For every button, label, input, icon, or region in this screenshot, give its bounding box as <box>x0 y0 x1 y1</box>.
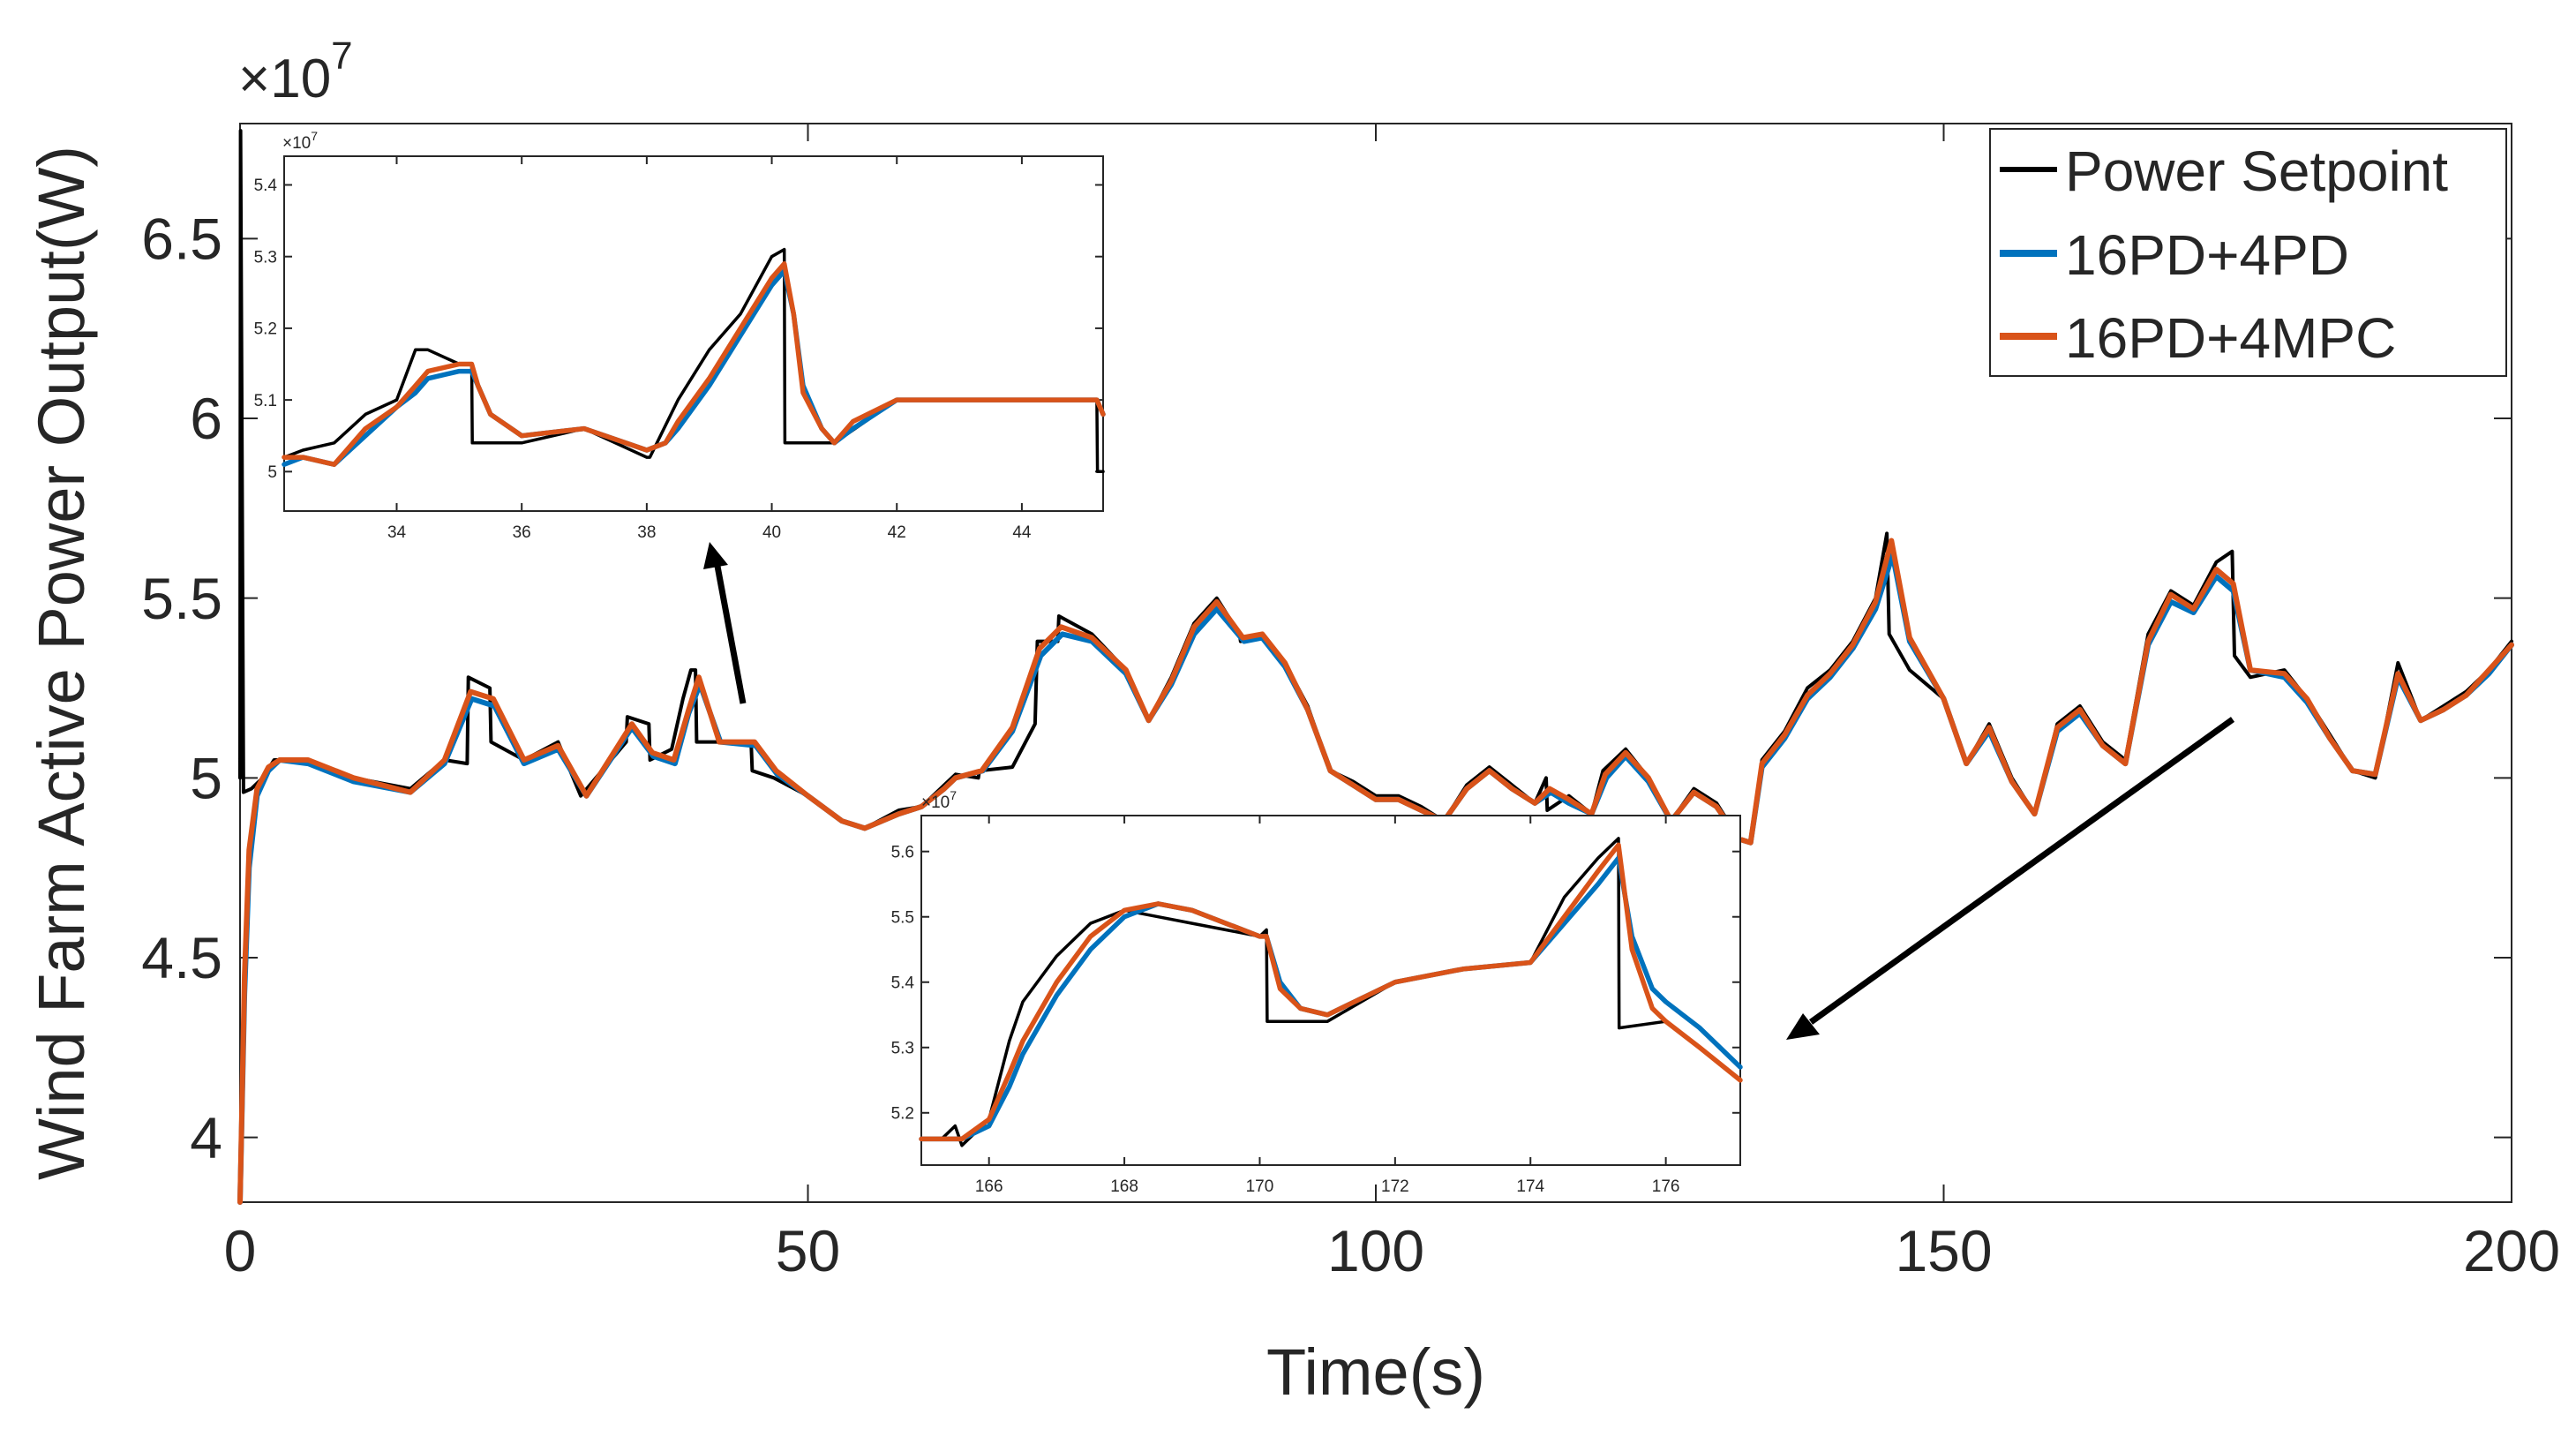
main-y-tick-label: 6.5 <box>141 206 222 271</box>
main-series-power-setpoint <box>238 129 2513 845</box>
arrow-to-inset-1-line <box>713 560 747 704</box>
main-x-tick-label: 150 <box>1895 1218 1992 1283</box>
inset-1-y-tick-label: 5 <box>267 463 277 482</box>
main-y-tick-label: 4.5 <box>141 925 222 990</box>
arrow-to-inset-2-line <box>1808 717 2235 1025</box>
inset-1-y-tick-label: 5.3 <box>254 248 277 267</box>
arrow-to-inset-1-head <box>703 542 728 569</box>
inset-2-x-tick-label: 172 <box>1381 1177 1409 1196</box>
inset-2-y-tick-label: 5.4 <box>891 974 915 992</box>
main-x-tick-label: 200 <box>2463 1218 2560 1283</box>
inset-2-x-tick-label: 170 <box>1246 1177 1274 1196</box>
inset-2-exponent-label: ×107 <box>921 788 957 812</box>
inset-2-axes: 166 168 170 172 174 176 5.2 5.3 5.4 5.5 5.6 ×107 <box>891 788 1743 1196</box>
inset-2-y-ticks: 5.2 5.3 5.4 5.5 5.6 <box>891 843 1740 1123</box>
y-axis-label: Wind Farm Active Power Output(W) <box>25 146 98 1180</box>
inset-1-x-tick-label: 44 <box>1012 523 1032 542</box>
inset-2-x-ticks: 166 168 170 172 174 176 <box>975 816 1680 1196</box>
inset-1-x-tick-label: 34 <box>387 523 407 542</box>
inset-2-x-tick-label: 176 <box>1652 1177 1680 1196</box>
inset-1-y-ticks: 5 5.1 5.2 5.3 5.4 <box>254 177 1103 482</box>
inset-1-series-lines <box>282 247 1106 474</box>
inset-1-axes: 34 36 38 40 42 44 5 5.1 5.2 5.3 5.4 ×107 <box>254 129 1106 542</box>
legend: Power Setpoint 16PD+4PD 16PD+4MPC <box>1989 128 2507 377</box>
x-axis-label: Time(s) <box>1266 1335 1485 1409</box>
legend-label-power-setpoint: Power Setpoint <box>2065 139 2448 203</box>
main-y-tick-label: 4 <box>190 1105 222 1170</box>
inset-2-y-tick-label: 5.3 <box>891 1039 914 1057</box>
legend-label-16pd-4mpc: 16PD+4MPC <box>2065 306 2396 370</box>
inset-1-y-tick-label: 5.4 <box>254 177 278 195</box>
inset-1-y-tick-label: 5.2 <box>254 320 277 339</box>
main-x-tick-label: 100 <box>1327 1218 1424 1283</box>
main-exponent-label: ×107 <box>238 34 353 109</box>
main-y-tick-label: 5 <box>190 745 222 810</box>
arrow-to-inset-2-head <box>1786 1013 1820 1040</box>
inset-1-x-tick-label: 38 <box>637 523 656 542</box>
inset-1-x-tick-label: 42 <box>888 523 906 542</box>
legend-label-16pd-4pd: 16PD+4PD <box>2065 223 2349 287</box>
inset-2-x-tick-label: 174 <box>1516 1177 1544 1196</box>
inset-2-x-tick-label: 168 <box>1110 1177 1138 1196</box>
inset-2-y-tick-label: 5.5 <box>891 908 914 927</box>
inset-2-y-tick-label: 5.2 <box>891 1104 914 1123</box>
zoom-arrows <box>703 542 2235 1040</box>
inset-2-series-16pd-4mpc <box>919 842 1743 1142</box>
main-x-tick-label: 0 <box>224 1218 257 1283</box>
main-y-tick-label: 5.5 <box>141 566 222 631</box>
legend-box <box>1989 128 2507 377</box>
inset-1-series-16pd-4mpc <box>282 261 1106 467</box>
inset-1-x-ticks: 34 36 38 40 42 44 <box>387 156 1032 542</box>
main-x-tick-label: 50 <box>776 1218 840 1283</box>
main-x-ticks: 0 50 100 150 200 <box>224 124 2560 1283</box>
inset-1-x-tick-label: 36 <box>513 523 531 542</box>
main-y-ticks: 4 4.5 5 5.5 6 6.5 <box>141 206 2512 1170</box>
main-y-tick-label: 6 <box>190 386 222 451</box>
inset-1-y-tick-label: 5.1 <box>254 392 277 410</box>
inset-1-exponent-label: ×107 <box>282 129 318 153</box>
inset-2-y-tick-label: 5.6 <box>891 843 914 861</box>
inset-2-x-tick-label: 166 <box>975 1177 1003 1196</box>
inset-2-series-lines <box>919 837 1743 1147</box>
inset-1-plot-box <box>283 155 1104 512</box>
inset-1-x-tick-label: 40 <box>762 523 781 542</box>
